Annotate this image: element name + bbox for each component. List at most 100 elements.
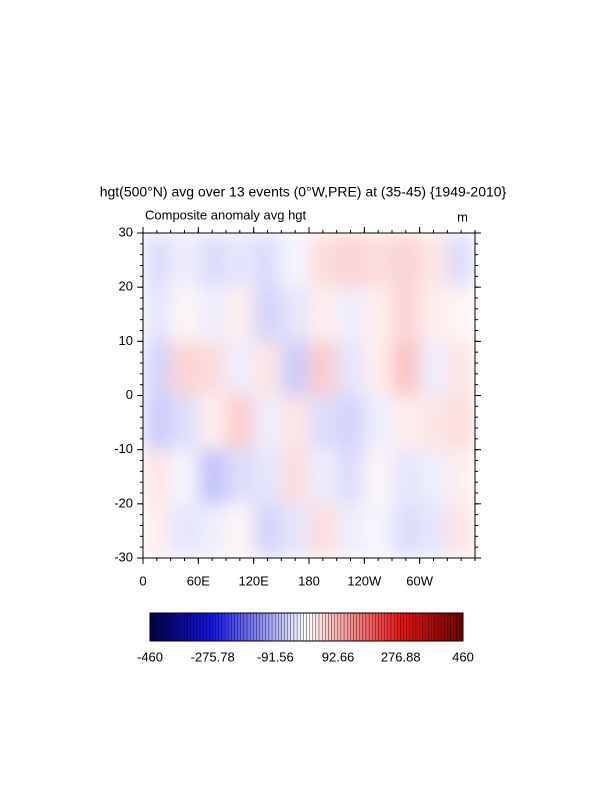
- cell: [419, 233, 448, 288]
- cell: [198, 503, 227, 558]
- cell: [364, 449, 393, 505]
- y-tick-label: 20: [119, 279, 133, 294]
- colorbar-swatch: [390, 612, 395, 642]
- colorbar-swatch: [356, 612, 360, 642]
- colorbar-swatch: [165, 612, 169, 642]
- colorbar-swatch: [309, 612, 313, 642]
- colorbar-swatch: [278, 612, 282, 642]
- colorbar-swatch: [256, 612, 260, 642]
- colorbar-swatch: [190, 612, 194, 642]
- colorbar-swatch: [231, 612, 235, 642]
- colorbar-swatch: [359, 612, 363, 642]
- colorbar-swatch: [168, 612, 173, 642]
- colorbar-swatch: [387, 612, 392, 642]
- colorbar-swatch: [306, 612, 310, 642]
- units: m: [457, 209, 468, 224]
- colorbar-swatch: [203, 612, 207, 642]
- colorbar-swatch: [409, 612, 414, 642]
- cell: [419, 449, 448, 505]
- colorbar-swatch: [290, 612, 295, 642]
- y-tick-label: -30: [114, 549, 133, 564]
- colorbar-swatch: [281, 612, 285, 642]
- subtitle: Composite anomaly avg hgt: [145, 207, 307, 222]
- colorbar-swatch: [284, 612, 288, 642]
- cell: [309, 395, 338, 451]
- colorbar-swatch: [334, 612, 338, 642]
- cell: [281, 395, 310, 451]
- colorbar-swatch: [353, 612, 357, 642]
- cell: [170, 341, 199, 396]
- colorbar-swatch: [240, 612, 245, 642]
- colorbar-swatch: [159, 612, 163, 642]
- colorbar-swatch: [178, 612, 182, 642]
- x-tick-label: 0: [139, 573, 146, 588]
- colorbar-swatch: [434, 612, 439, 642]
- colorbar-swatch: [425, 612, 429, 642]
- cell: [226, 233, 255, 288]
- colorbar-swatch: [287, 612, 292, 642]
- x-tick-label: 60E: [187, 573, 210, 588]
- cells: [143, 233, 475, 558]
- colorbar-swatch: [237, 612, 241, 642]
- colorbar-swatch: [300, 612, 304, 642]
- cell: [143, 395, 172, 451]
- colorbar-swatch: [437, 612, 442, 642]
- cell: [364, 341, 393, 396]
- cell: [309, 341, 338, 396]
- cell: [336, 233, 365, 288]
- cell: [392, 503, 421, 558]
- colorbar-swatch: [199, 612, 204, 642]
- cell: [281, 503, 310, 558]
- x-tick-label: 120W: [347, 573, 382, 588]
- colorbar-swatch: [343, 612, 348, 642]
- colorbar-swatch: [331, 612, 335, 642]
- cell: [253, 395, 282, 451]
- cell: [419, 503, 448, 558]
- colorbar-label: -275.78: [191, 649, 235, 664]
- colorbar-swatch: [350, 612, 354, 642]
- colorbar-swatch: [206, 612, 210, 642]
- cell: [447, 341, 475, 396]
- cell: [198, 287, 227, 342]
- cell: [281, 287, 310, 342]
- colorbar-swatch: [221, 612, 226, 642]
- cell: [198, 233, 227, 288]
- colorbar-swatch: [296, 612, 301, 642]
- colorbar-swatch: [453, 612, 457, 642]
- colorbar-swatch: [415, 612, 420, 642]
- y-tick-label: -20: [114, 495, 133, 510]
- colorbar-swatch: [444, 612, 448, 642]
- colorbar-swatch: [234, 612, 238, 642]
- cell: [253, 287, 282, 342]
- cell: [198, 449, 227, 505]
- colorbar-swatch: [246, 612, 251, 642]
- cell: [447, 503, 475, 558]
- colorbar-swatch: [422, 612, 426, 642]
- cell: [226, 287, 255, 342]
- colorbar-swatch: [325, 612, 329, 642]
- cell: [336, 341, 365, 396]
- colorbar-swatch: [215, 612, 220, 642]
- cell: [170, 395, 199, 451]
- y-tick-label: 30: [119, 224, 133, 239]
- colorbar-swatch: [406, 612, 410, 642]
- colorbar-swatch: [397, 612, 401, 642]
- colorbar-swatch: [152, 612, 157, 642]
- cell: [170, 503, 199, 558]
- cell: [309, 503, 338, 558]
- y-tick-label: 0: [126, 387, 133, 402]
- colorbar-swatch: [212, 612, 216, 642]
- colorbar-swatch: [365, 612, 370, 642]
- colorbar-swatch: [293, 612, 298, 642]
- cell: [253, 449, 282, 505]
- colorbar-swatch: [372, 612, 376, 642]
- colorbar-swatch: [456, 612, 461, 642]
- x-tick-label: 180: [298, 573, 320, 588]
- colorbar-swatch: [162, 612, 166, 642]
- cell: [170, 233, 199, 288]
- colorbar-swatch: [412, 612, 417, 642]
- colorbar-swatch: [375, 612, 379, 642]
- cell: [281, 233, 310, 288]
- colorbar-swatch: [340, 612, 345, 642]
- colorbar-swatch: [403, 612, 407, 642]
